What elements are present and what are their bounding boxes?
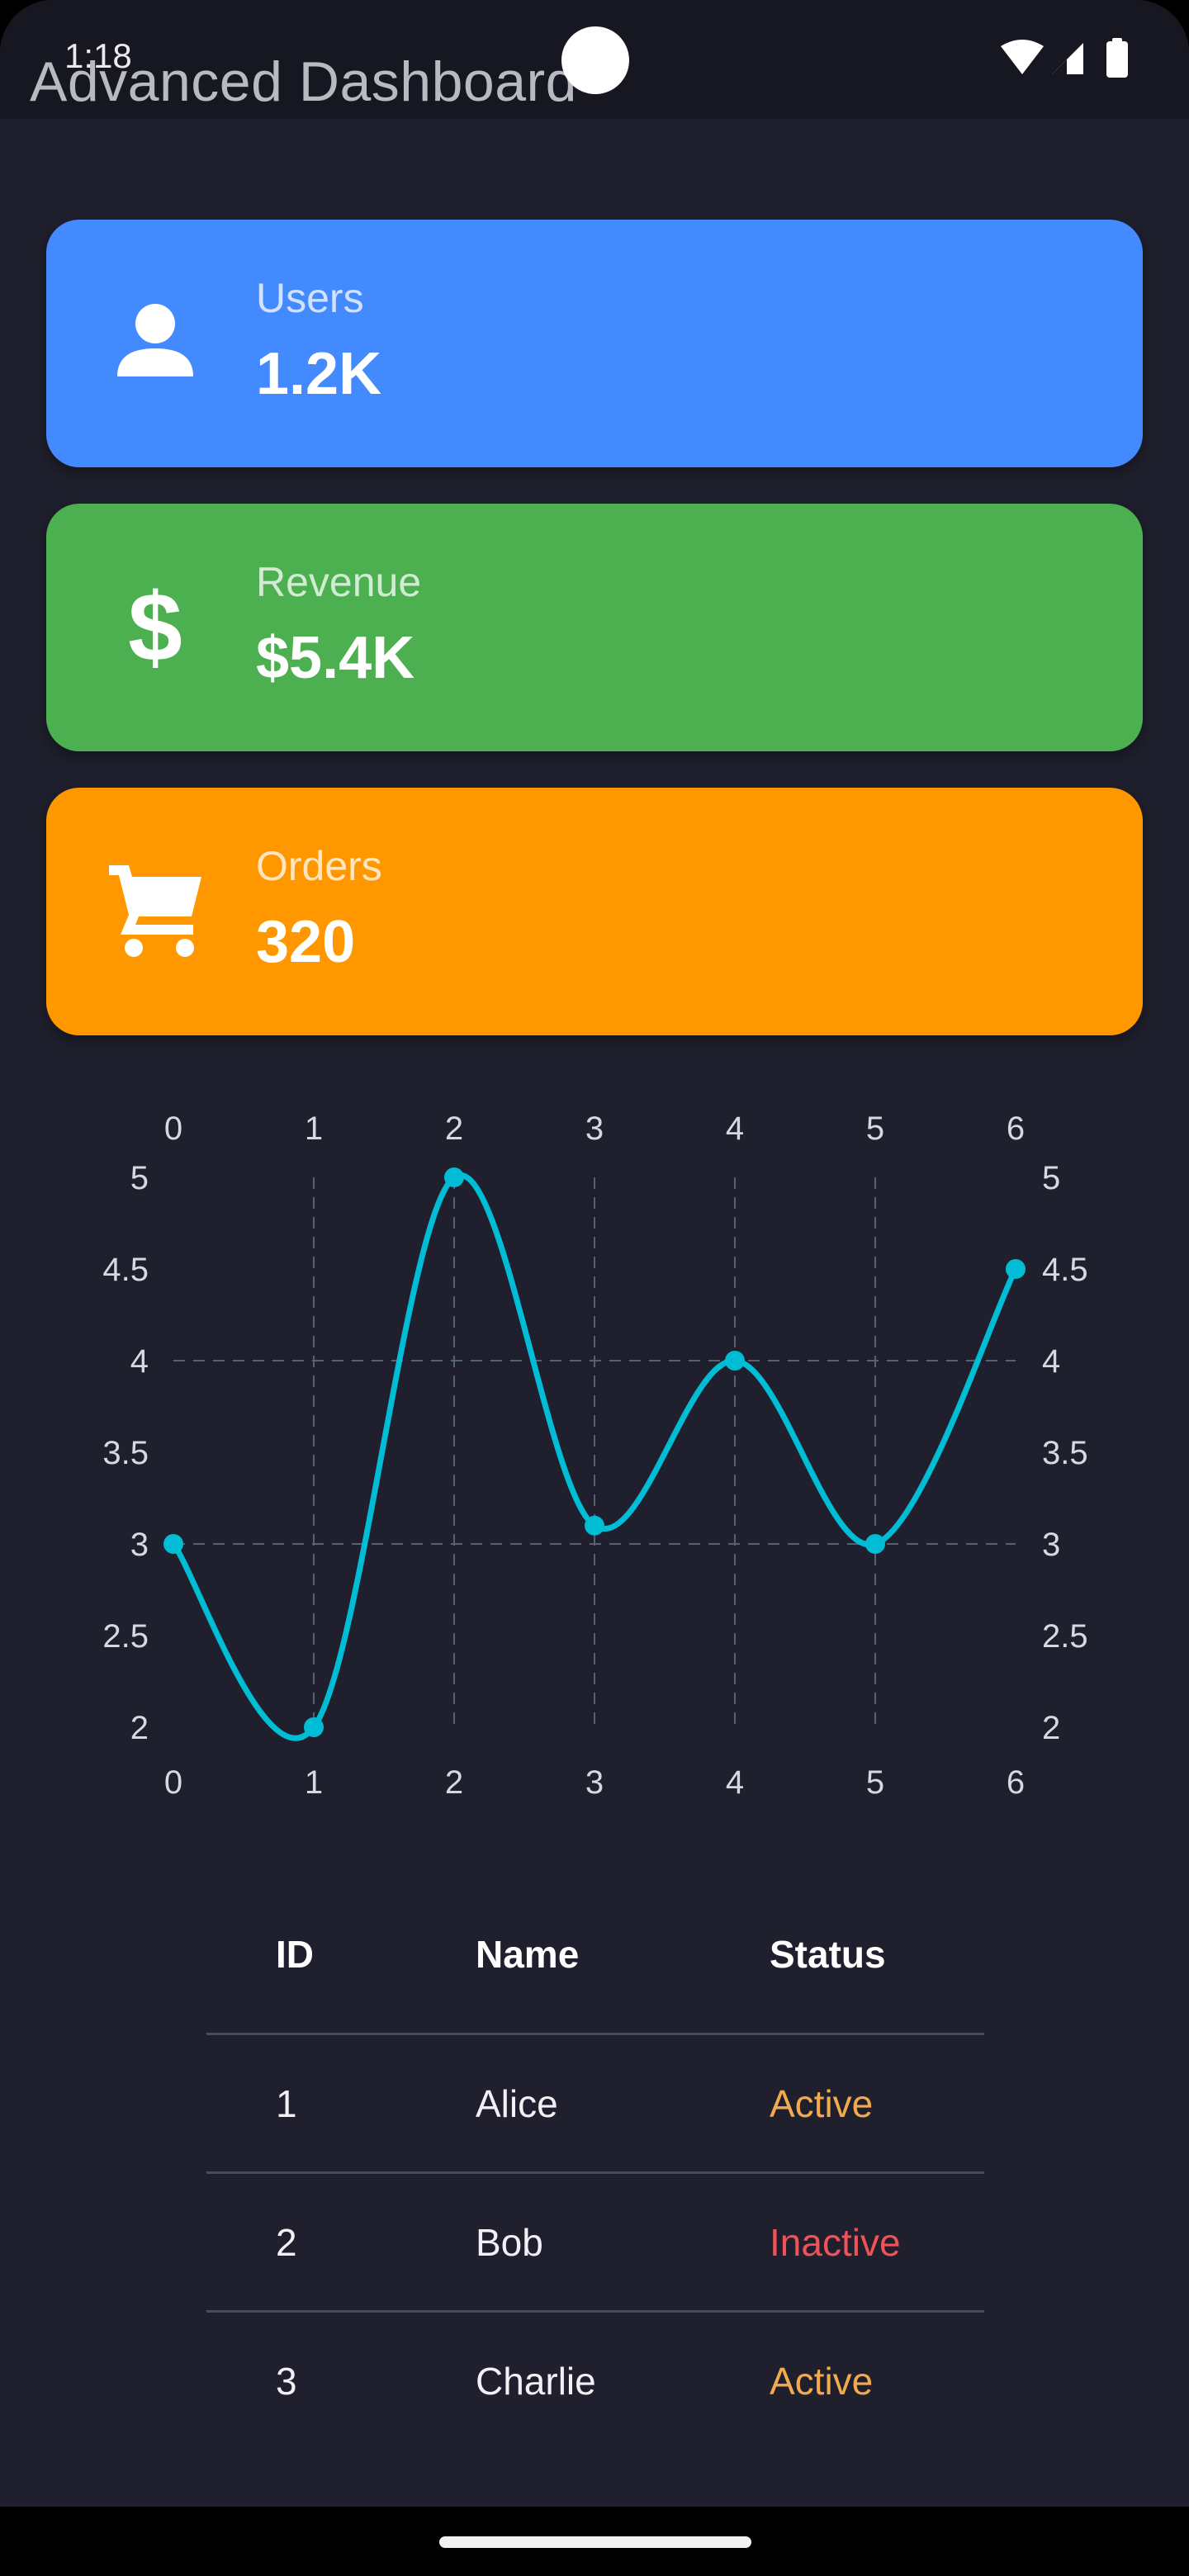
line-chart: 0 0 1 1 2 2 3 3 4 4 5 5 6 6 2 2 2.5 2.5 3 3 3.5 3.5 4 4 4.5 4.5 5 5 — [0, 1090, 1189, 1833]
revenue-value: $5.4K — [256, 625, 415, 691]
cell-status: Active — [770, 2360, 874, 2403]
y-tick-label-left: 4.5 — [102, 1252, 149, 1288]
header-id: ID — [276, 1933, 314, 1976]
signal-icon — [1052, 43, 1083, 74]
orders-label: Orders — [256, 843, 382, 889]
x-tick-label-top: 6 — [1007, 1110, 1025, 1147]
revenue-label: Revenue — [256, 559, 422, 605]
data-point — [585, 1515, 604, 1536]
cell-name: Charlie — [476, 2360, 596, 2403]
battery-icon — [1106, 38, 1128, 78]
cart-icon — [106, 862, 205, 961]
table-row[interactable]: 2 Bob Inactive — [206, 2171, 984, 2313]
cell-status: Active — [770, 2082, 874, 2125]
x-tick-label-bottom: 1 — [305, 1764, 323, 1801]
users-label: Users — [256, 275, 364, 321]
cell-name: Bob — [476, 2221, 543, 2264]
x-tick-label-top: 0 — [164, 1110, 182, 1147]
x-tick-label-bottom: 0 — [164, 1764, 182, 1801]
app-title: Advanced Dashboard — [30, 50, 578, 113]
cell-id: 3 — [276, 2360, 297, 2403]
x-tick-label-top: 4 — [726, 1110, 744, 1147]
y-tick-label-left: 4 — [130, 1343, 149, 1380]
y-tick-label-right: 3 — [1042, 1527, 1060, 1563]
y-tick-label-right: 5 — [1042, 1160, 1060, 1196]
table-row[interactable]: 1 Alice Active — [206, 2033, 984, 2174]
data-point — [865, 1534, 885, 1554]
y-tick-label-right: 2.5 — [1042, 1618, 1088, 1655]
y-tick-label-left: 3 — [130, 1527, 149, 1563]
revenue-card[interactable]: $ Revenue $5.4K — [46, 504, 1143, 751]
data-point — [1006, 1259, 1026, 1279]
svg-text:$: $ — [128, 578, 182, 677]
cell-id: 2 — [276, 2221, 297, 2264]
x-tick-label-top: 5 — [866, 1110, 884, 1147]
x-tick-label-top: 2 — [445, 1110, 463, 1147]
cell-status: Inactive — [770, 2221, 901, 2264]
y-tick-label-right: 4.5 — [1042, 1252, 1088, 1288]
wifi-icon — [1001, 40, 1044, 74]
cell-name: Alice — [476, 2082, 558, 2125]
x-tick-label-bottom: 5 — [866, 1764, 884, 1801]
y-tick-label-right: 3.5 — [1042, 1435, 1088, 1471]
orders-card[interactable]: Orders 320 — [46, 788, 1143, 1035]
orders-value: 320 — [256, 909, 356, 975]
header-name: Name — [476, 1933, 580, 1976]
x-tick-label-bottom: 2 — [445, 1764, 463, 1801]
status-time: 1:18 — [64, 36, 132, 75]
status-bar: Advanced Dashboard 1:18 — [0, 0, 1189, 119]
person-icon — [106, 294, 205, 393]
data-point — [444, 1167, 464, 1187]
header-status: Status — [770, 1933, 886, 1976]
data-point — [304, 1717, 324, 1737]
x-tick-label-top: 1 — [305, 1110, 323, 1147]
x-tick-label-bottom: 4 — [726, 1764, 744, 1801]
table-row[interactable]: 3 Charlie Active — [206, 2310, 984, 2451]
status-icons — [1001, 38, 1141, 81]
x-tick-label-bottom: 3 — [585, 1764, 604, 1801]
users-value: 1.2K — [256, 341, 382, 407]
y-tick-label-left: 5 — [130, 1160, 149, 1196]
dollar-icon: $ — [106, 573, 205, 682]
data-point — [725, 1351, 745, 1371]
y-tick-label-left: 3.5 — [102, 1435, 149, 1471]
data-point — [163, 1534, 183, 1554]
x-tick-label-bottom: 6 — [1007, 1764, 1025, 1801]
y-tick-label-left: 2.5 — [102, 1618, 149, 1655]
y-tick-label-right: 2 — [1042, 1710, 1060, 1746]
users-card[interactable]: Users 1.2K — [46, 220, 1143, 467]
y-tick-label-right: 4 — [1042, 1343, 1060, 1380]
cell-id: 1 — [276, 2082, 297, 2125]
navigation-bar — [0, 2507, 1189, 2576]
camera-cutout — [561, 26, 629, 94]
x-tick-label-top: 3 — [585, 1110, 604, 1147]
home-indicator[interactable] — [439, 2536, 751, 2548]
y-tick-label-left: 2 — [130, 1710, 149, 1746]
